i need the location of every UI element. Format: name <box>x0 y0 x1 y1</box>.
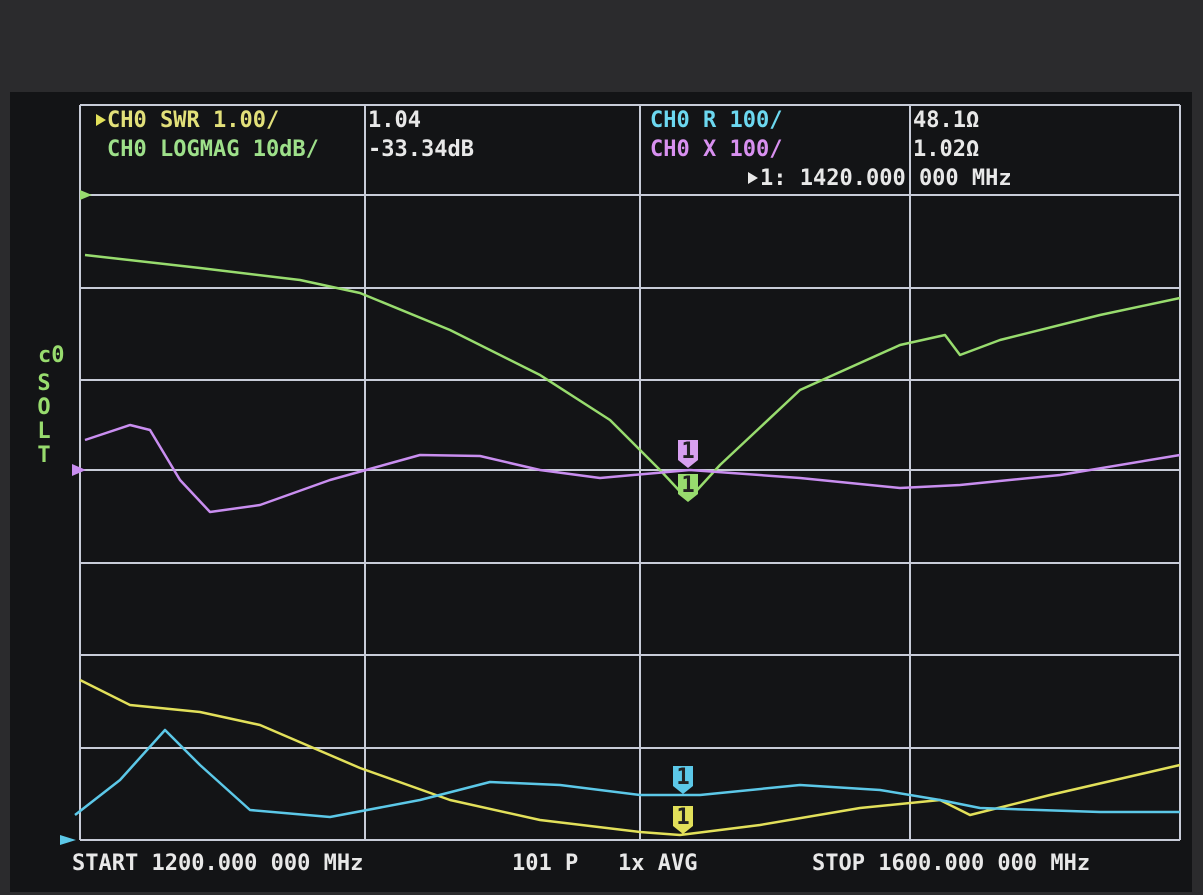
r-value: 48.1Ω <box>913 108 979 133</box>
cal-letter: O <box>37 395 50 420</box>
marker-label: 1 <box>681 439 694 464</box>
marker-label: 1 <box>681 473 694 498</box>
marker-frequency: 1: 1420.000 000 MHz <box>760 166 1012 191</box>
marker-label: 1 <box>676 765 689 790</box>
r-label: CH0 R 100/ <box>650 108 782 133</box>
x-value: 1.02Ω <box>913 137 979 162</box>
swr-label: CH0 SWR 1.00/ <box>107 108 279 133</box>
marker-label: 1 <box>676 805 689 830</box>
cal-letter: L <box>37 419 50 444</box>
swr-value: 1.04 <box>368 108 421 133</box>
average: 1x AVG <box>618 851 697 876</box>
screen <box>10 92 1192 892</box>
vna-display: 1 1 1 1 CH0 SWR 1.00/ 1.04 CH0 LOGMAG 10… <box>0 0 1203 895</box>
channel-label: c0 <box>38 343 65 368</box>
cal-letter: T <box>37 443 50 468</box>
logmag-label: CH0 LOGMAG 10dB/ <box>107 137 319 162</box>
page: 1 1 1 1 CH0 SWR 1.00/ 1.04 CH0 LOGMAG 10… <box>0 0 1203 895</box>
points: 101 P <box>512 851 578 876</box>
start-frequency: START 1200.000 000 MHz <box>72 851 363 876</box>
cal-letter: S <box>37 371 50 396</box>
x-label: CH0 X 100/ <box>650 137 782 162</box>
stop-frequency: STOP 1600.000 000 MHz <box>812 851 1090 876</box>
logmag-value: -33.34dB <box>368 137 474 162</box>
